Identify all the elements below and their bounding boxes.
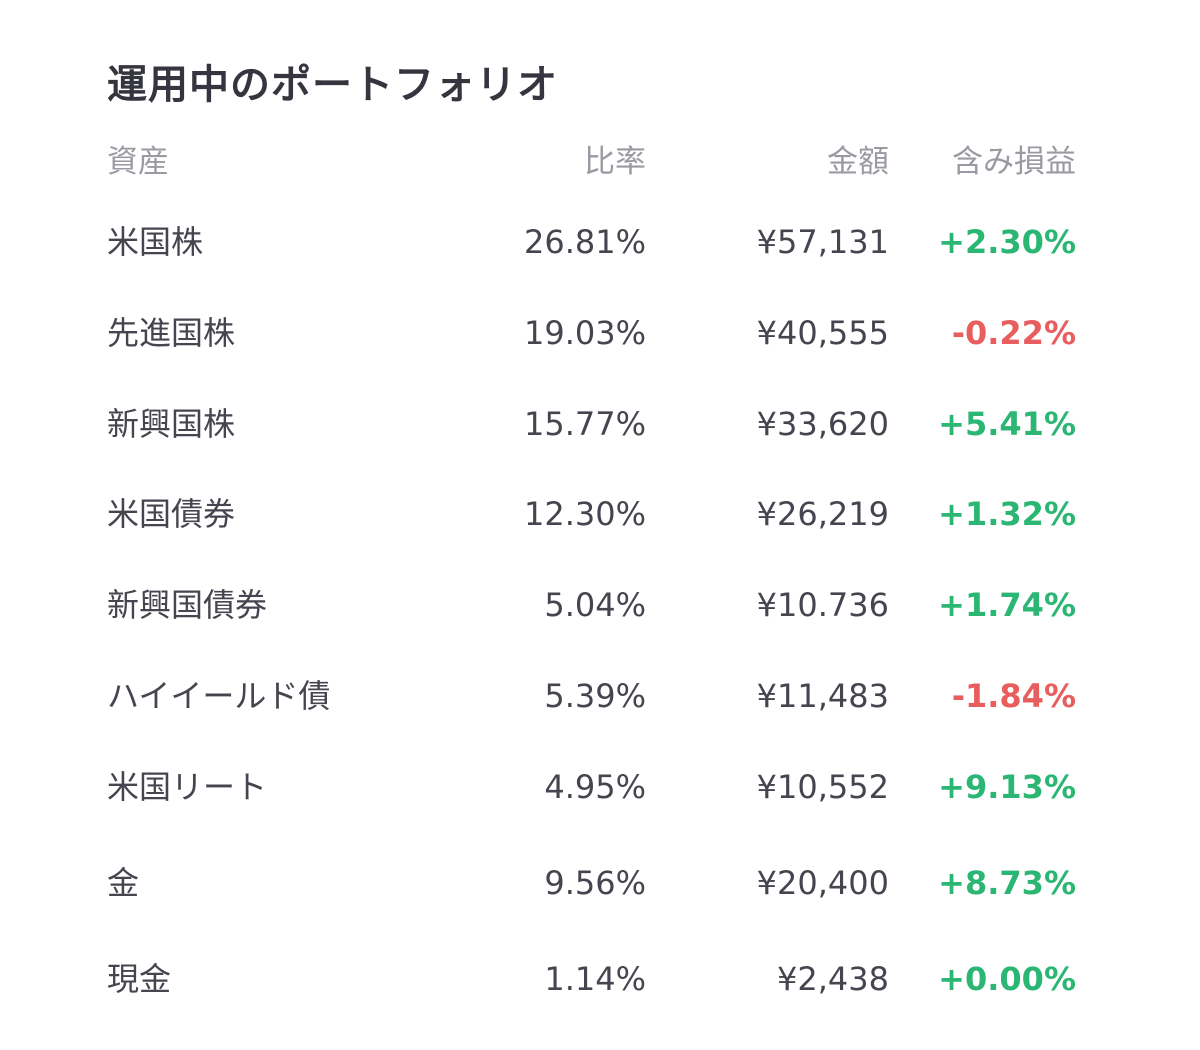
asset-ratio: 15.77% xyxy=(523,405,646,443)
asset-amount: ¥10,552 xyxy=(756,768,889,806)
asset-name: 米国リート xyxy=(107,768,268,806)
asset-profit-loss: +1.32% xyxy=(938,495,1076,533)
asset-amount: ¥26,219 xyxy=(756,495,889,533)
header-ratio: 比率 xyxy=(584,144,646,180)
asset-ratio: 5.39% xyxy=(544,677,646,715)
asset-profit-loss: +8.73% xyxy=(938,864,1076,902)
table-row[interactable]: ハイイールド債 5.39% ¥11,483 -1.84% xyxy=(0,671,1200,721)
header-amount: 金額 xyxy=(827,144,889,180)
table-row[interactable]: 新興国株 15.77% ¥33,620 +5.41% xyxy=(0,399,1200,449)
table-row[interactable]: 現金 1.14% ¥2,438 +0.00% xyxy=(0,954,1200,1004)
asset-name: 新興国債券 xyxy=(107,586,268,624)
asset-profit-loss: -1.84% xyxy=(951,677,1076,715)
asset-amount: ¥40,555 xyxy=(756,314,889,352)
table-row[interactable]: 米国債券 12.30% ¥26,219 +1.32% xyxy=(0,489,1200,539)
table-header: 資産 比率 金額 含み損益 xyxy=(0,137,1200,187)
header-pl: 含み損益 xyxy=(952,144,1076,180)
table-row[interactable]: 先進国株 19.03% ¥40,555 -0.22% xyxy=(0,308,1200,358)
asset-ratio: 1.14% xyxy=(544,960,646,998)
asset-ratio: 4.95% xyxy=(544,768,646,806)
asset-profit-loss: +5.41% xyxy=(938,405,1076,443)
asset-name: 米国債券 xyxy=(107,495,236,533)
table-row[interactable]: 金 9.56% ¥20,400 +8.73% xyxy=(0,858,1200,908)
table-row[interactable]: 新興国債券 5.04% ¥10.736 +1.74% xyxy=(0,580,1200,630)
asset-profit-loss: -0.22% xyxy=(951,314,1076,352)
asset-name: 金 xyxy=(107,864,140,902)
asset-name: ハイイールド債 xyxy=(107,677,331,715)
asset-ratio: 12.30% xyxy=(523,495,646,533)
asset-amount: ¥57,131 xyxy=(756,223,889,261)
page-title: 運用中のポートフォリオ xyxy=(107,62,558,108)
table-row[interactable]: 米国リート 4.95% ¥10,552 +9.13% xyxy=(0,762,1200,812)
asset-amount: ¥33,620 xyxy=(756,405,889,443)
asset-profit-loss: +1.74% xyxy=(938,586,1076,624)
asset-amount: ¥2,438 xyxy=(777,960,889,998)
asset-name: 先進国株 xyxy=(107,314,236,352)
asset-ratio: 19.03% xyxy=(523,314,646,352)
asset-amount: ¥11,483 xyxy=(756,677,889,715)
asset-ratio: 26.81% xyxy=(523,223,646,261)
asset-profit-loss: +0.00% xyxy=(938,960,1076,998)
asset-amount: ¥10.736 xyxy=(756,586,889,624)
asset-ratio: 9.56% xyxy=(544,864,646,902)
asset-ratio: 5.04% xyxy=(544,586,646,624)
asset-name: 米国株 xyxy=(107,223,204,261)
asset-profit-loss: +2.30% xyxy=(938,223,1076,261)
asset-amount: ¥20,400 xyxy=(756,864,889,902)
asset-name: 新興国株 xyxy=(107,405,236,443)
asset-name: 現金 xyxy=(107,960,172,998)
table-row[interactable]: 米国株 26.81% ¥57,131 +2.30% xyxy=(0,217,1200,267)
header-asset: 資産 xyxy=(107,144,169,180)
asset-profit-loss: +9.13% xyxy=(938,768,1076,806)
